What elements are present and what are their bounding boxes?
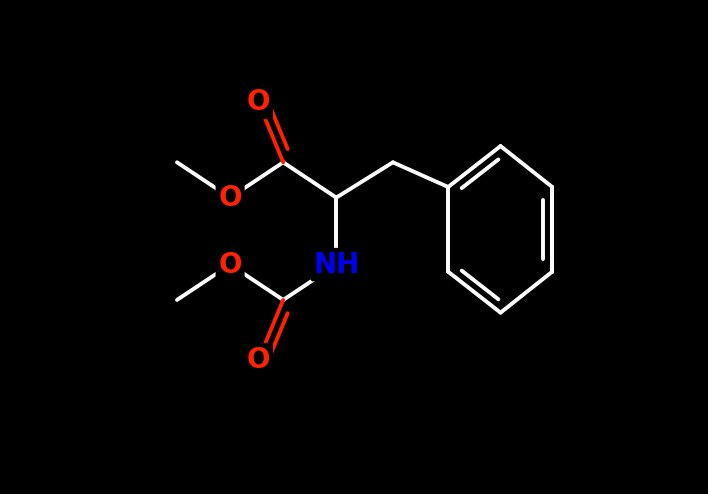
Text: O: O — [246, 346, 270, 374]
Text: O: O — [246, 88, 270, 116]
Text: NH: NH — [313, 250, 360, 279]
Text: O: O — [218, 184, 242, 211]
Text: O: O — [218, 250, 242, 279]
